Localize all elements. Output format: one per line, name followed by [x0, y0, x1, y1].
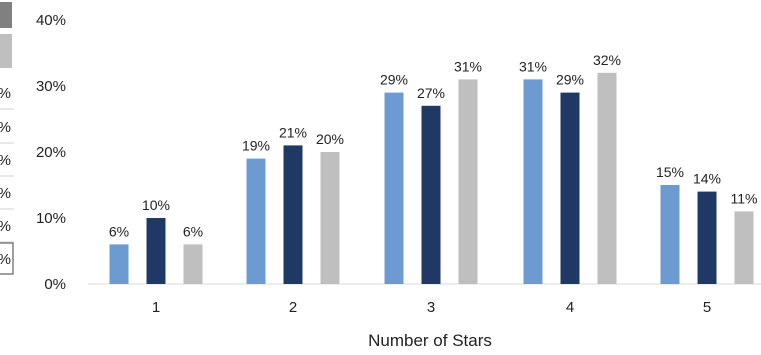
x-tick-label: 1 — [152, 299, 160, 316]
bar — [597, 72, 617, 284]
data-label: 15% — [656, 164, 684, 180]
fragment-cell-text: % — [0, 185, 11, 202]
data-label: 29% — [556, 72, 584, 88]
y-axis-ticks: 0% 10% 20% 30% 40% — [36, 12, 66, 293]
data-label: 20% — [316, 131, 344, 147]
bar — [109, 244, 129, 284]
bar — [523, 79, 543, 285]
fragment-header-light — [0, 34, 12, 68]
x-tick-label: 2 — [289, 299, 297, 316]
data-label: 6% — [183, 223, 203, 239]
data-label: 32% — [593, 52, 621, 68]
y-tick-label: 10% — [36, 210, 66, 227]
bar — [697, 191, 717, 284]
data-label: 11% — [731, 190, 758, 206]
y-tick-label: 0% — [44, 276, 66, 293]
data-label: 31% — [454, 58, 482, 74]
fragment-cell-text: % — [0, 251, 11, 268]
data-label: 27% — [417, 85, 445, 101]
data-label: 21% — [279, 124, 307, 140]
x-tick-label: 3 — [427, 299, 435, 316]
bar — [458, 79, 478, 285]
left-table-fragment: %%%%%% — [0, 2, 14, 275]
fragment-cell-text: % — [0, 218, 11, 235]
y-tick-label: 30% — [36, 78, 66, 95]
fragment-cell-text: % — [0, 152, 11, 169]
y-tick-label: 40% — [36, 12, 66, 29]
bar — [183, 244, 203, 284]
x-axis-title: Number of Stars — [368, 331, 492, 350]
fragment-selected-cell — [0, 242, 14, 275]
data-label: 29% — [380, 72, 408, 88]
x-tick-label: 4 — [566, 299, 574, 316]
data-label: 14% — [693, 171, 721, 187]
bar — [421, 105, 441, 284]
bar — [246, 158, 266, 284]
data-label: 10% — [142, 197, 170, 213]
x-axis-ticks: 1 2 3 4 5 — [152, 299, 711, 316]
bar — [283, 145, 303, 284]
fragment-header-dark — [0, 2, 12, 28]
bar — [320, 152, 340, 284]
x-tick-label: 5 — [703, 299, 711, 316]
data-label: 6% — [109, 223, 129, 239]
fragment-cell-text: % — [0, 119, 11, 136]
data-label: 19% — [242, 138, 270, 154]
fragment-cell-text: % — [0, 85, 11, 102]
bar — [146, 218, 166, 284]
bar — [660, 185, 680, 284]
bar — [560, 92, 580, 284]
data-labels: 6% 19% 29% 31% 15% 10% 21% 27% 29% 14% 6% 20% 31% 32%… — [109, 52, 758, 240]
data-label: 31% — [519, 58, 547, 74]
bar — [734, 211, 754, 284]
bar — [384, 92, 404, 284]
bars — [109, 72, 754, 285]
y-tick-label: 20% — [36, 144, 66, 161]
